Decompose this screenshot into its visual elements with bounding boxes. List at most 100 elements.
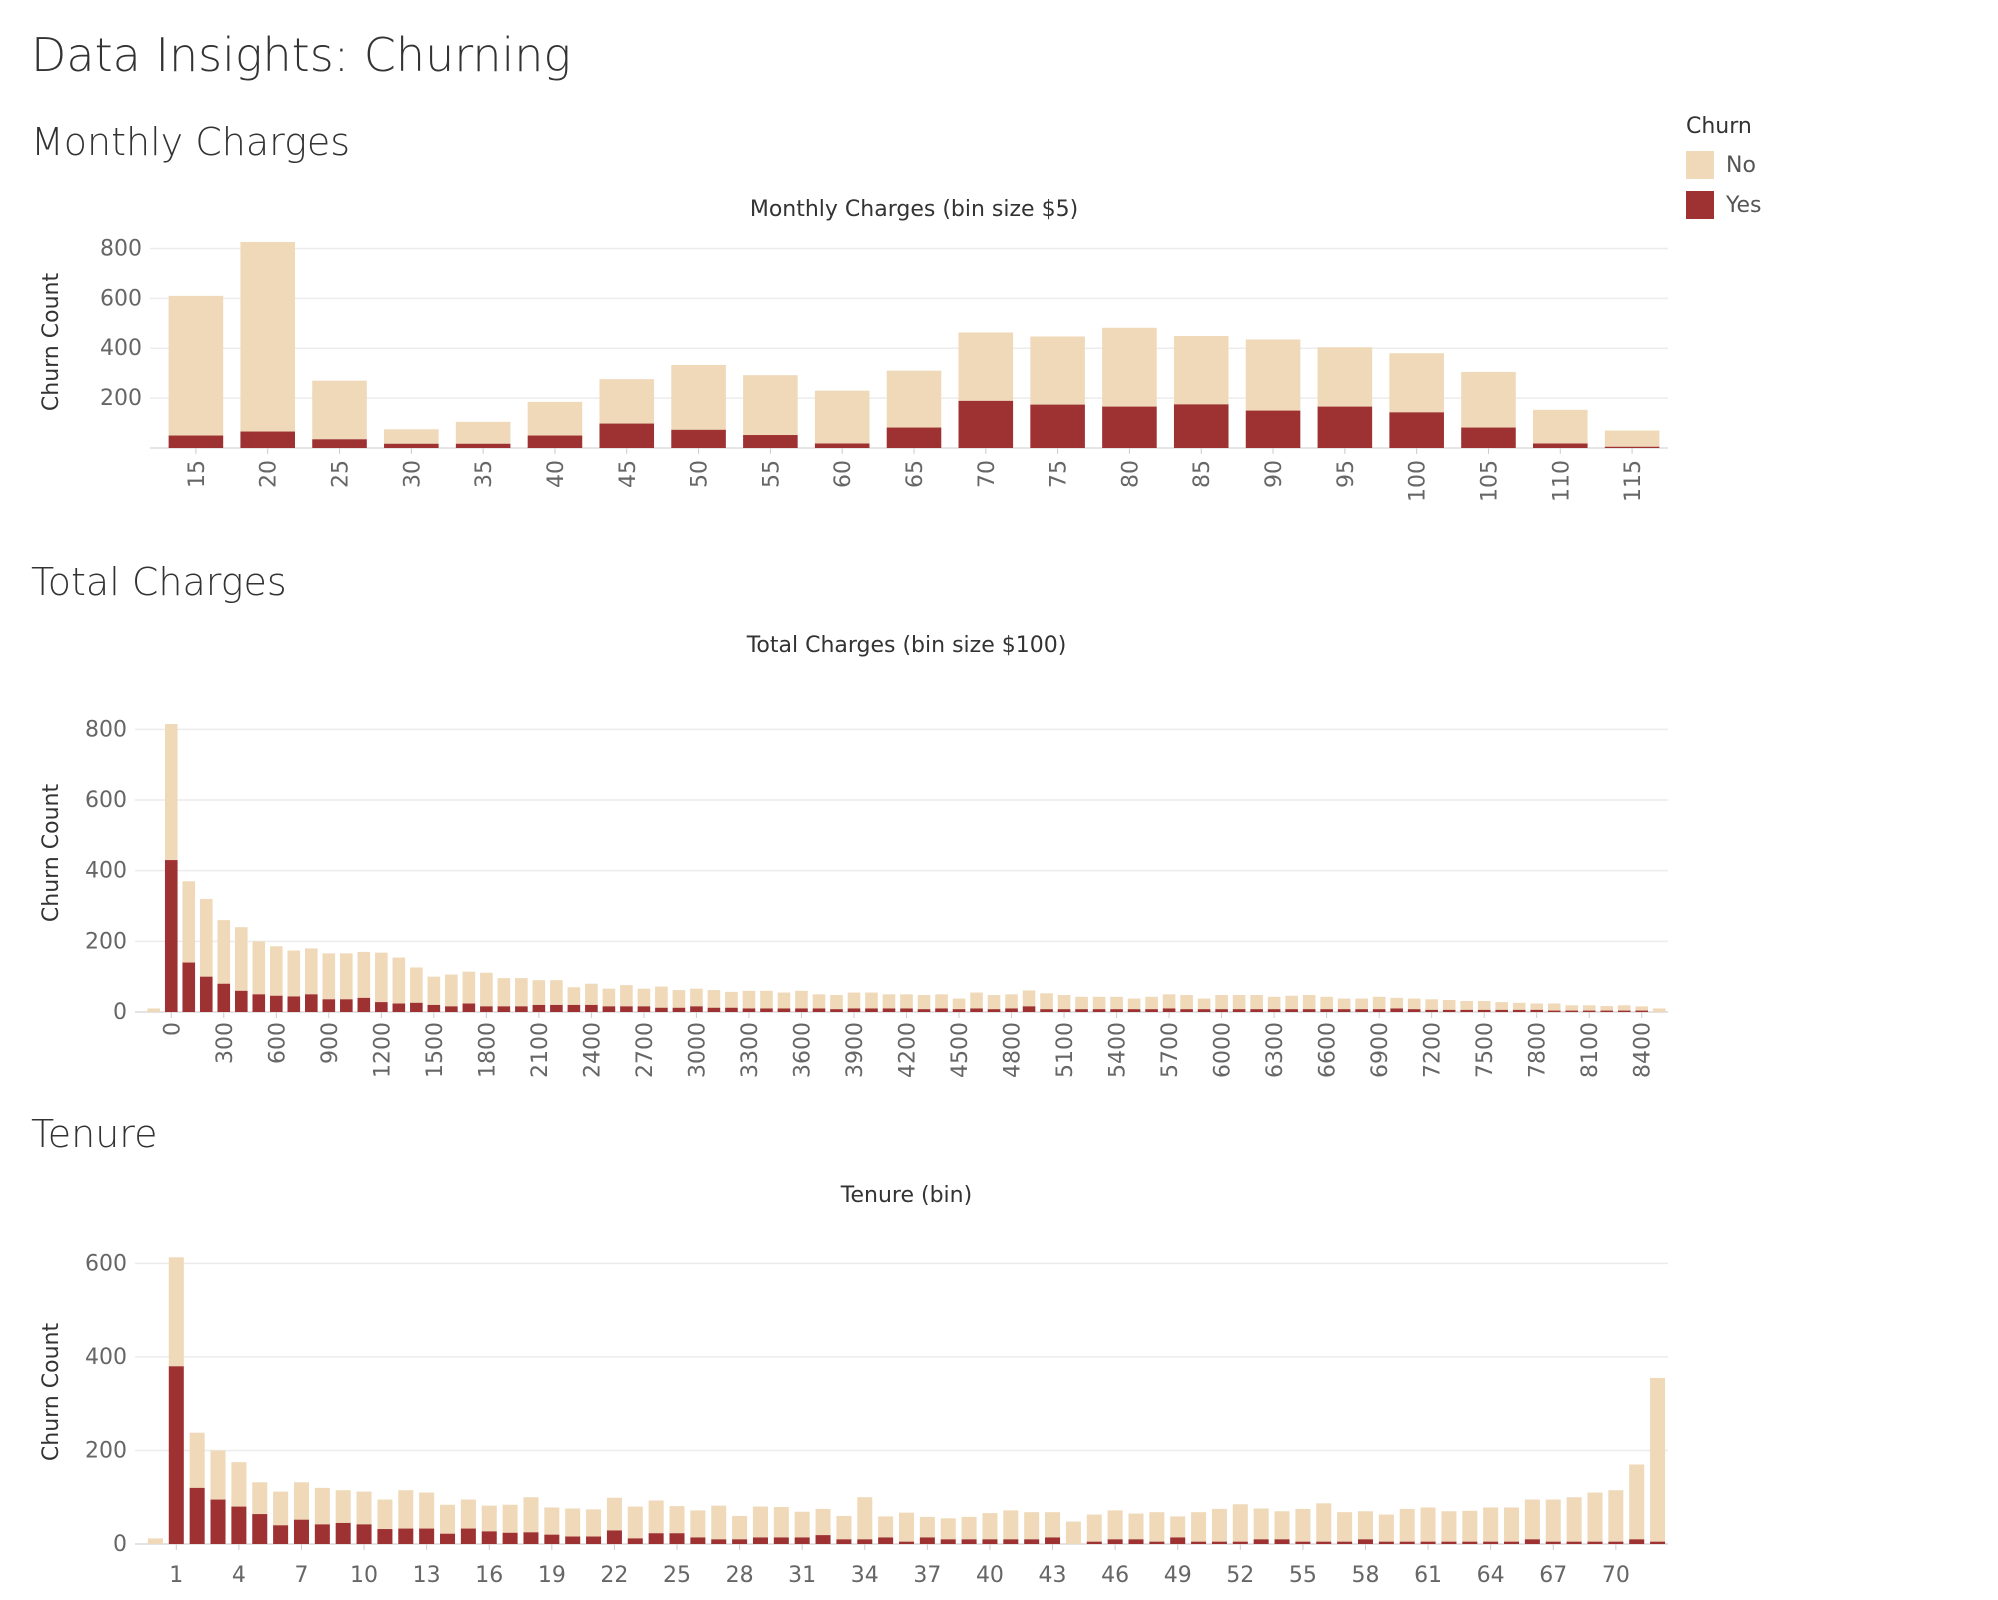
total-bar-yes: [1530, 1009, 1544, 1012]
monthly-bar-no: [240, 241, 296, 432]
total-bar-no: [812, 994, 826, 1009]
tenure-bar-no: [1274, 1511, 1290, 1540]
total-bar-yes: [830, 1009, 843, 1012]
monthly-bar-no: [168, 295, 224, 436]
monthly-bar-yes: [671, 429, 726, 448]
total-bar-yes: [1145, 1009, 1158, 1012]
monthly-bar-yes: [599, 423, 655, 448]
total-bar-no: [410, 967, 423, 1003]
total-y-tick-label: 0: [113, 1000, 127, 1025]
total-bar-yes: [1040, 1009, 1053, 1012]
tenure-bar-no: [1128, 1513, 1144, 1540]
total-bar-no: [532, 980, 546, 1005]
total-bar-no: [1215, 995, 1228, 1010]
tenure-bar-yes: [857, 1539, 873, 1544]
legend-item-yes[interactable]: Yes: [1686, 185, 1762, 225]
total-bar-no: [690, 988, 703, 1007]
tenure-x-tick-label: 13: [413, 1563, 441, 1588]
total-bar-no: [1267, 996, 1281, 1010]
monthly-bar-yes: [886, 427, 942, 448]
monthly-charges-chart: Monthly Charges (bin size $5) 200 400 600 80…: [39, 197, 1668, 502]
total-bar-no: [1460, 1001, 1473, 1010]
tenure-bar-no: [1316, 1503, 1332, 1542]
monthly-bar-no: [743, 375, 798, 436]
tenure-x-tick-label: 46: [1101, 1563, 1129, 1588]
total-bar-no: [1057, 995, 1071, 1010]
total-bar-yes: [1425, 1009, 1438, 1012]
total-bar-yes: [164, 860, 178, 1012]
tenure-bar-yes: [502, 1532, 518, 1544]
tenure-bar-no: [1566, 1497, 1582, 1542]
total-x-tick-label: 5100: [1053, 1022, 1078, 1078]
total-bar-no: [602, 988, 616, 1007]
tenure-bar-yes: [1566, 1541, 1582, 1544]
total-bar-no: [462, 971, 476, 1004]
tenure-bar-yes: [189, 1487, 205, 1544]
monthly-bar-no: [886, 370, 942, 428]
total-bar-no: [480, 972, 493, 1007]
monthly-x-tick-label: 105: [1477, 460, 1502, 502]
total-bar-yes: [462, 1003, 476, 1012]
tenure-bar-yes: [1232, 1541, 1248, 1544]
tenure-bar-yes: [773, 1537, 789, 1544]
total-bar-yes: [1005, 1008, 1018, 1012]
monthly-bar-yes: [240, 431, 296, 448]
tenure-x-tick-label: 28: [726, 1563, 754, 1588]
total-bar-no: [725, 991, 738, 1008]
tenure-bar-yes: [606, 1530, 622, 1544]
monthly-bar-no: [671, 364, 726, 430]
tenure-bar-yes: [231, 1506, 247, 1544]
tenure-bar-no: [836, 1515, 852, 1540]
tenure-bar-yes: [398, 1528, 414, 1544]
tenure-bar-yes: [1149, 1541, 1165, 1544]
total-bar-no: [427, 976, 441, 1005]
total-bar-yes: [357, 997, 371, 1012]
tenure-bar-no: [1086, 1514, 1102, 1542]
monthly-x-tick-label: 110: [1549, 460, 1574, 502]
total-bar-yes: [1285, 1009, 1298, 1012]
total-x-tick-label: 3900: [843, 1022, 868, 1078]
tenure-x-tick-label: 55: [1289, 1563, 1317, 1588]
monthly-bar-no: [1102, 327, 1157, 407]
monthly-x-tick-label: 20: [257, 460, 282, 488]
monthly-x-tick-label: 25: [329, 460, 354, 488]
total-bar-no: [340, 953, 353, 1000]
tenure-bar-no: [273, 1491, 289, 1526]
total-bar-no: [1635, 1006, 1649, 1011]
tenure-bar-yes: [1295, 1541, 1311, 1544]
total-bar-no: [1302, 995, 1316, 1010]
total-x-tick-label: 2400: [580, 1022, 605, 1078]
total-bar-no: [199, 898, 213, 977]
tenure-y-tick-label: 400: [85, 1345, 127, 1370]
legend-item-no[interactable]: No: [1686, 145, 1762, 185]
monthly-bar-no: [1173, 336, 1229, 405]
total-bar-yes: [550, 1004, 563, 1012]
monthly-bar-yes: [1604, 446, 1660, 448]
total-bar-no: [357, 951, 371, 998]
total-bar-no: [1127, 998, 1141, 1010]
tenure-bar-no: [1629, 1464, 1645, 1540]
tenure-bar-no: [627, 1506, 643, 1539]
tenure-x-tick-label: 67: [1539, 1563, 1567, 1588]
total-bar-yes: [1162, 1008, 1176, 1012]
total-bar-no: [445, 974, 458, 1007]
total-bar-no: [672, 990, 686, 1008]
total-bar-yes: [1215, 1009, 1228, 1012]
total-bar-no: [1320, 996, 1333, 1010]
total-bar-no: [1477, 1001, 1491, 1010]
tenure-bar-no: [377, 1499, 393, 1530]
tenure-bar-no: [419, 1492, 435, 1529]
total-bar-no: [287, 950, 301, 997]
total-bar-yes: [234, 990, 248, 1012]
tenure-x-tick-label: 10: [350, 1563, 378, 1588]
total-bar-yes: [1180, 1009, 1193, 1012]
monthly-bar-no: [958, 332, 1014, 401]
tenure-bar-no: [544, 1507, 560, 1535]
tenure-bar-no: [356, 1491, 372, 1525]
total-x-tick-label: 7800: [1526, 1022, 1551, 1078]
tenure-bar-no: [1357, 1511, 1373, 1540]
total-bar-yes: [1512, 1009, 1526, 1012]
tenure-x-tick-label: 16: [475, 1563, 503, 1588]
total-bar-no: [1180, 995, 1193, 1010]
tenure-x-tick-label: 25: [663, 1563, 691, 1588]
